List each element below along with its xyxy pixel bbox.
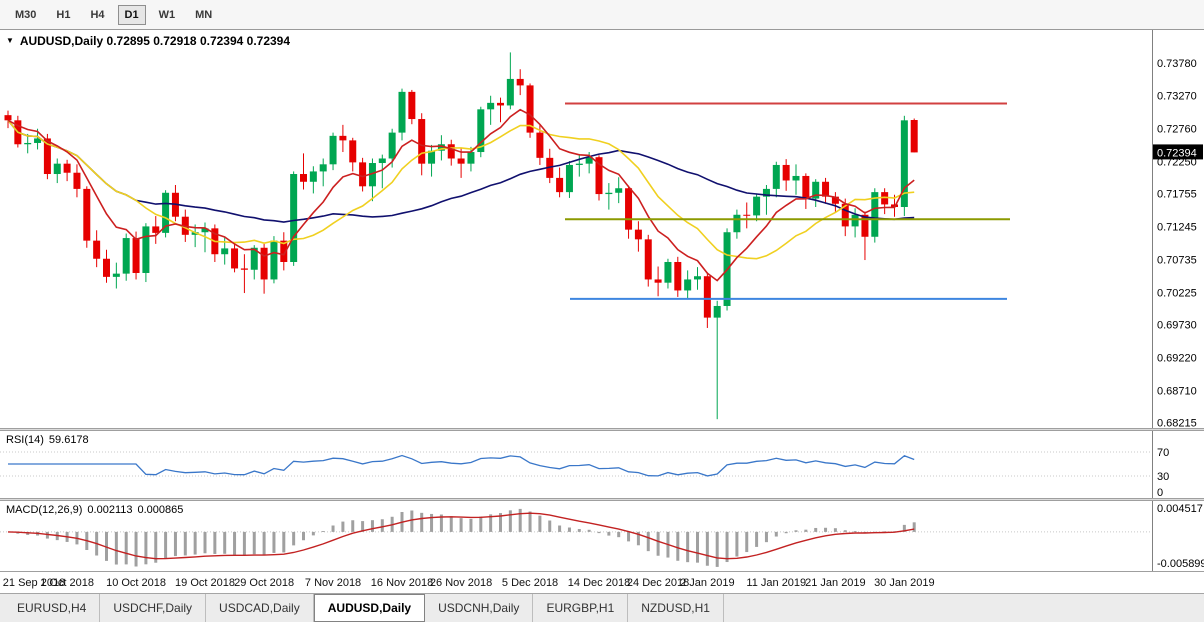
- chart-tab-usdcnh-daily[interactable]: USDCNH,Daily: [425, 594, 534, 622]
- chart-ohlc-values: 0.72895 0.72918 0.72394 0.72394: [106, 34, 291, 48]
- ma-mid-line: [7, 119, 915, 260]
- macd-main-value: 0.002113: [87, 504, 133, 516]
- macd-signal-value: 0.000865: [137, 504, 184, 516]
- collapse-triangle-icon: ▼: [6, 36, 14, 45]
- price-axis-label: 0.71755: [1157, 189, 1197, 201]
- rsi-axis-label: 0: [1157, 487, 1163, 498]
- price-axis-label: 0.73780: [1157, 58, 1197, 70]
- macd-name: MACD(12,26,9): [6, 504, 83, 516]
- price-axis-label: 0.69220: [1157, 353, 1197, 365]
- price-axis-label: 0.69730: [1157, 320, 1197, 332]
- ma-slow-line: [7, 119, 915, 223]
- date-label: 7 Nov 2018: [304, 577, 362, 589]
- macd-panel[interactable]: 0.004517 -0.005899 MACD(12,26,9) 0.002113 0…: [0, 501, 1204, 571]
- timeframe-button-h4[interactable]: H4: [90, 8, 105, 21]
- macd-chart[interactable]: 0.004517 -0.005899: [0, 501, 1204, 571]
- price-scale[interactable]: [1153, 30, 1204, 428]
- price-axis-label: 0.68215: [1157, 418, 1197, 428]
- main-chart-panel[interactable]: 0.73780 0.73270 0.72760 0.72250 0.71755 0.712…: [0, 30, 1204, 428]
- svg-text:0.72394: 0.72394: [1157, 147, 1197, 159]
- rsi-chart[interactable]: 70 30 0: [0, 431, 1204, 498]
- current-price-badge: 0.72394: [1153, 144, 1203, 160]
- date-label: 5 Dec 2018: [501, 577, 559, 589]
- macd-axis-min-label: -0.005899: [1157, 558, 1204, 570]
- chart-tab-audusd-daily[interactable]: AUDUSD,Daily: [313, 594, 426, 622]
- timeframe-button-w1[interactable]: W1: [158, 8, 176, 21]
- ma-fast-line: [7, 108, 915, 282]
- rsi-name: RSI(14): [6, 434, 44, 446]
- rsi-label: RSI(14) 59.6178: [6, 434, 94, 446]
- chart-tab-usdcad-daily[interactable]: USDCAD,Daily: [206, 594, 314, 622]
- rsi-line: [8, 454, 915, 477]
- panel-splitter[interactable]: [0, 498, 1204, 501]
- date-label: 30 Jan 2019: [874, 577, 935, 589]
- panel-splitter[interactable]: [0, 428, 1204, 431]
- timeframe-button-m30[interactable]: M30: [15, 8, 37, 21]
- price-axis-label: 0.68710: [1157, 386, 1197, 398]
- date-label: 11 Jan 2019: [746, 577, 807, 589]
- timeframe-button-d1[interactable]: D1: [117, 4, 146, 25]
- date-label: 16 Nov 2018: [370, 577, 434, 589]
- date-label: 19 Oct 2018: [175, 577, 235, 589]
- chart-tab-eurgbp-h1[interactable]: EURGBP,H1: [533, 594, 629, 622]
- date-label: 10 Oct 2018: [106, 577, 167, 589]
- chart-tab-nzdusd-h1[interactable]: NZDUSD,H1: [628, 594, 724, 622]
- price-axis-label: 0.72250: [1157, 157, 1197, 169]
- date-label: 29 Oct 2018: [234, 577, 295, 589]
- macd-axis-max-label: 0.004517: [1157, 503, 1203, 515]
- candlestick-chart[interactable]: 0.73780 0.73270 0.72760 0.72250 0.71755 0.712…: [0, 30, 1204, 428]
- time-axis[interactable]: 21 Sep 2018 1 Oct 2018 10 Oct 2018 19 Oct 2…: [0, 571, 1204, 593]
- date-label: 24 Dec 2018: [626, 577, 690, 589]
- date-label: 21 Jan 2019: [805, 577, 866, 589]
- rsi-panel[interactable]: 70 30 0 RSI(14) 59.6178: [0, 431, 1204, 498]
- macd-label: MACD(12,26,9) 0.002113 0.000865: [6, 504, 188, 516]
- price-axis-label: 0.72760: [1157, 124, 1197, 136]
- date-label: 26 Nov 2018: [429, 577, 493, 589]
- date-label: 1 Oct 2018: [40, 577, 95, 589]
- price-axis-label: 0.71245: [1157, 222, 1197, 234]
- date-label: 21 Sep 2018: [2, 577, 66, 589]
- price-axis-label: 0.70735: [1157, 255, 1197, 267]
- timeframe-button-h1[interactable]: H1: [56, 8, 71, 21]
- price-axis-label: 0.70225: [1157, 288, 1197, 300]
- chart-symbol: AUDUSD,Daily: [19, 34, 104, 48]
- price-axis-label: 0.73270: [1157, 91, 1197, 103]
- chart-tab-usdchf-daily[interactable]: USDCHF,Daily: [100, 594, 207, 622]
- rsi-axis-label: 70: [1157, 447, 1169, 459]
- candles: [4, 52, 918, 420]
- rsi-axis-label: 30: [1157, 471, 1169, 483]
- chart-tabs: EURUSD,H4 USDCHF,Daily USDCAD,Daily AUDUSD,…: [0, 593, 1204, 622]
- date-label: 2 Jan 2019: [680, 577, 735, 589]
- timeframe-button-mn[interactable]: MN: [195, 8, 213, 21]
- date-label: 14 Dec 2018: [567, 577, 631, 589]
- chart-tab-eurusd-h4[interactable]: EURUSD,H4: [4, 594, 101, 622]
- chart-title: ▼ AUDUSD,Daily 0.72895 0.72918 0.72394 0…: [6, 34, 290, 48]
- rsi-value: 59.6178: [48, 434, 89, 446]
- macd-signal-line: [7, 512, 915, 560]
- timeframe-toolbar: M30 H1 H4 D1 W1 MN: [0, 0, 1204, 30]
